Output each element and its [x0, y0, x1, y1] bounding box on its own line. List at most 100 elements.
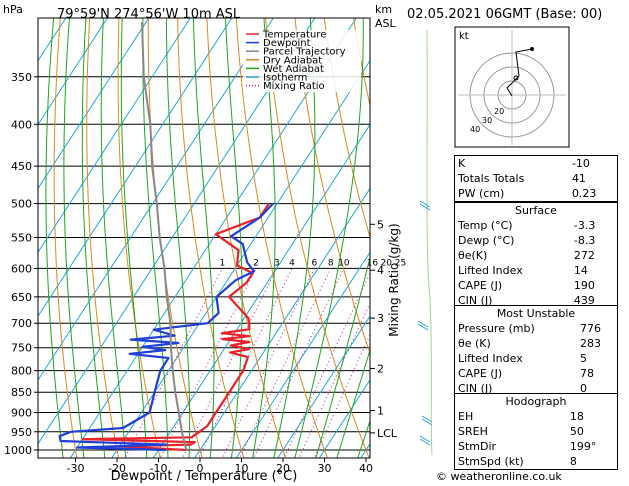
most-unstable-title: Most Unstable — [496, 307, 576, 320]
isotherm — [194, 187, 370, 458]
pressure-label-950: 950 — [11, 426, 32, 439]
pressure-label-1000: 1000 — [4, 444, 32, 457]
pressure-label-800: 800 — [11, 365, 32, 378]
legend-label: Wet Adiabat — [263, 64, 324, 75]
surface-thetae-row: θe(K) 272 — [458, 249, 595, 262]
isotherm — [152, 123, 370, 458]
mixing-ratio-label: 10 — [338, 258, 350, 268]
km-label: 2 — [377, 362, 384, 375]
isotherm — [38, 18, 191, 254]
pressure-label-400: 400 — [11, 118, 32, 131]
mixing-ratio-label: 25 — [395, 258, 406, 268]
temp-label-0: 0 — [197, 462, 204, 475]
dry-adiabat — [294, 18, 370, 355]
wet-adiabat — [165, 18, 191, 458]
asl-label: ASL — [375, 17, 397, 30]
wet-adiabat — [63, 18, 85, 458]
wind-barb — [419, 200, 431, 211]
isotherm — [38, 18, 274, 381]
surface-title: Surface — [515, 204, 557, 217]
mixing-ratio-label: 16 — [367, 258, 379, 268]
isotherm — [277, 315, 370, 458]
hodo-stmdir-row: StmDir 199° — [458, 440, 597, 453]
mixing-ratio-label: 8 — [328, 258, 334, 268]
dry-adiabat — [117, 18, 161, 458]
mu-cin-row: CIN (J) 0 — [458, 382, 588, 395]
legend-label: Isotherm — [263, 73, 307, 84]
isotherm — [38, 18, 233, 318]
mixing-ratio-label: 2 — [253, 258, 259, 268]
wet-adiabat — [142, 18, 169, 458]
hodo-sreh-row: SREH 50 — [458, 425, 584, 438]
hodo-eh-row: EH 18 — [458, 410, 584, 423]
pressure-label-750: 750 — [11, 342, 32, 355]
wind-profile-line — [426, 29, 433, 456]
wet-adiabat — [192, 18, 215, 458]
series-parcel-trajectory — [141, 21, 188, 451]
plot-frame — [37, 17, 371, 459]
surface-panel: Surface Temp (°C) -3.3 Dewp (°C) -8.3 θe(K… — [454, 202, 618, 309]
temp-label-40: 40 — [359, 462, 373, 475]
surface-dewp-row: Dewp (°C) -8.3 — [458, 234, 596, 247]
pressure-label-550: 550 — [11, 231, 32, 244]
datetime-title: 02.05.2021 06GMT (Base: 00) — [407, 7, 602, 22]
legend-label: Dry Adiabat — [263, 55, 322, 66]
legend-label: Temperature — [262, 30, 326, 41]
mixing-ratio-label: 1 — [219, 258, 225, 268]
temp-label-10: 10 — [235, 462, 249, 475]
mixing-ratio-label: 3 — [274, 258, 280, 268]
temp-label-20: 20 — [276, 462, 290, 475]
mixing-ratio-label: 6 — [312, 258, 318, 268]
stat-row-pw: PW (cm) 0.23 — [458, 187, 597, 200]
mixing-ratio-line — [253, 268, 345, 458]
pressure-label-850: 850 — [11, 386, 32, 399]
mu-cape-row: CAPE (J) 78 — [458, 367, 595, 380]
pressure-label-450: 450 — [11, 160, 32, 173]
legend-label: Mixing Ratio — [263, 81, 325, 92]
hodograph-ring-label: 20 — [494, 107, 504, 116]
chart-axes: 3504004505005506006507007508008509009501… — [4, 71, 406, 475]
km-label: LCL — [377, 427, 398, 440]
series-dewpoint — [58, 202, 274, 452]
x-axis-title: Dewpoint / Temperature (°C) — [111, 469, 298, 484]
wet-adiabat — [294, 18, 364, 458]
wet-adiabat — [45, 18, 64, 458]
mixing-ratio-line — [313, 333, 370, 458]
wet-adiabat — [273, 18, 316, 458]
stat-row-k: K -10 — [458, 157, 590, 170]
temp-label-30: 30 — [318, 462, 332, 475]
km-label: 4 — [377, 264, 384, 277]
legend-background — [243, 30, 361, 92]
hodo-stmspd-row: StmSpd (kt) 8 — [458, 455, 577, 468]
surface-cin-row: CIN (J) 439 — [458, 294, 595, 307]
km-label: 3 — [377, 312, 384, 325]
wind-profile — [417, 29, 433, 456]
hodograph-kt-label: kt — [459, 31, 469, 42]
stat-row-totals-totals: Totals Totals 41 — [458, 172, 586, 185]
wet-adiabat — [81, 18, 106, 458]
dry-adiabat — [177, 18, 245, 458]
pressure-label-350: 350 — [11, 71, 32, 84]
surface-cape-row: CAPE (J) 190 — [458, 279, 595, 292]
temp-label--20: -20 — [108, 462, 126, 475]
mu-thetae-row: θe (K) 283 — [458, 337, 602, 350]
hodograph-ring-label: 30 — [482, 116, 492, 125]
mixing-ratio-axis-title: Mixing Ratio (g/kg) — [387, 223, 401, 336]
legend-label: Dewpoint — [263, 38, 311, 49]
wet-adiabat — [336, 348, 370, 458]
temp-label--10: -10 — [150, 462, 168, 475]
hodograph-panel-title: Hodograph — [505, 395, 567, 408]
location-title: 79°59'N 274°56'W 10m ASL — [57, 7, 241, 22]
isotherm — [38, 18, 108, 126]
mixing-ratio-line — [124, 268, 223, 458]
hpa-label: hPa — [3, 3, 23, 16]
wet-adiabat — [120, 18, 148, 458]
mu-lifted-index-row: Lifted Index 5 — [458, 352, 588, 365]
km-label: km — [375, 3, 392, 16]
isotherm — [235, 251, 370, 458]
pressure-label-500: 500 — [11, 198, 32, 211]
wind-barb — [417, 320, 429, 331]
